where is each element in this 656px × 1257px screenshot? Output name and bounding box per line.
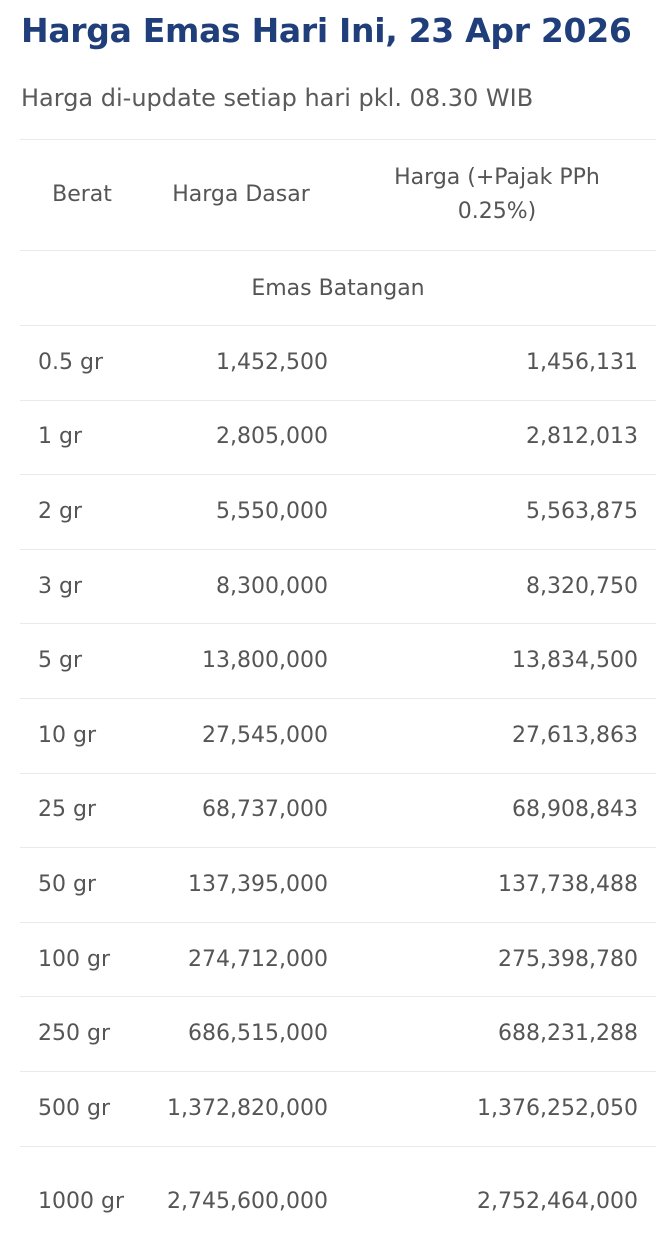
cell-base-price: 686,515,000 <box>144 996 338 1072</box>
cell-weight: 1000 gr <box>20 1145 144 1257</box>
cell-price-with-tax: 2,752,464,000 <box>338 1145 656 1257</box>
table-row: 3 gr 8,300,000 8,320,750 <box>20 548 656 624</box>
table-row: 2 gr 5,550,000 5,563,875 <box>20 474 656 550</box>
table-row: 500 gr 1,372,820,000 1,376,252,050 <box>20 1070 656 1147</box>
cell-weight: 250 gr <box>20 996 144 1072</box>
cell-base-price: 2,805,000 <box>144 399 338 475</box>
table-header-row: Berat Harga Dasar Harga (+Pajak PPh 0.25… <box>20 139 656 251</box>
cell-price-with-tax: 137,738,488 <box>338 847 656 923</box>
table-row: 25 gr 68,737,000 68,908,843 <box>20 772 656 848</box>
cell-price-with-tax: 27,613,863 <box>338 697 656 774</box>
cell-price-with-tax: 13,834,500 <box>338 623 656 699</box>
cell-price-with-tax: 5,563,875 <box>338 474 656 550</box>
cell-price-with-tax: 68,908,843 <box>338 772 656 848</box>
cell-base-price: 2,745,600,000 <box>144 1145 338 1257</box>
cell-weight: 2 gr <box>20 474 144 550</box>
cell-base-price: 5,550,000 <box>144 474 338 550</box>
column-header-weight: Berat <box>20 139 144 251</box>
table-row: 0.5 gr 1,452,500 1,456,131 <box>20 325 656 401</box>
column-header-base-price: Harga Dasar <box>144 139 338 251</box>
cell-weight: 5 gr <box>20 623 144 699</box>
cell-base-price: 274,712,000 <box>144 921 338 997</box>
cell-base-price: 68,737,000 <box>144 772 338 848</box>
cell-base-price: 1,452,500 <box>144 325 338 401</box>
cell-price-with-tax: 2,812,013 <box>338 399 656 475</box>
cell-weight: 0.5 gr <box>20 325 144 401</box>
table-row: 10 gr 27,545,000 27,613,863 <box>20 697 656 774</box>
table-row: 250 gr 686,515,000 688,231,288 <box>20 996 656 1072</box>
cell-base-price: 13,800,000 <box>144 623 338 699</box>
cell-price-with-tax: 688,231,288 <box>338 996 656 1072</box>
page-title: Harga Emas Hari Ini, 23 Apr 2026 <box>21 11 632 50</box>
cell-base-price: 137,395,000 <box>144 847 338 923</box>
table-row: 100 gr 274,712,000 275,398,780 <box>20 921 656 997</box>
cell-price-with-tax: 8,320,750 <box>338 548 656 624</box>
cell-base-price: 8,300,000 <box>144 548 338 624</box>
cell-price-with-tax: 275,398,780 <box>338 921 656 997</box>
cell-base-price: 27,545,000 <box>144 697 338 774</box>
table-row: 1 gr 2,805,000 2,812,013 <box>20 399 656 475</box>
section-label: Emas Batangan <box>20 250 656 326</box>
cell-price-with-tax: 1,376,252,050 <box>338 1070 656 1147</box>
column-header-price-with-tax: Harga (+Pajak PPh 0.25%) <box>338 139 656 251</box>
cell-weight: 10 gr <box>20 697 144 774</box>
cell-weight: 50 gr <box>20 847 144 923</box>
section-row: Emas Batangan <box>20 250 656 326</box>
cell-weight: 100 gr <box>20 921 144 997</box>
cell-weight: 1 gr <box>20 399 144 475</box>
table-row: 50 gr 137,395,000 137,738,488 <box>20 847 656 923</box>
cell-base-price: 1,372,820,000 <box>144 1070 338 1147</box>
update-time-note: Harga di-update setiap hari pkl. 08.30 W… <box>21 84 534 112</box>
cell-weight: 500 gr <box>20 1070 144 1147</box>
cell-weight: 25 gr <box>20 772 144 848</box>
table-row: 5 gr 13,800,000 13,834,500 <box>20 623 656 699</box>
table-row: 1000 gr 2,745,600,000 2,752,464,000 <box>20 1145 656 1257</box>
gold-price-table: Berat Harga Dasar Harga (+Pajak PPh 0.25… <box>20 139 656 1257</box>
cell-price-with-tax: 1,456,131 <box>338 325 656 401</box>
cell-weight: 3 gr <box>20 548 144 624</box>
